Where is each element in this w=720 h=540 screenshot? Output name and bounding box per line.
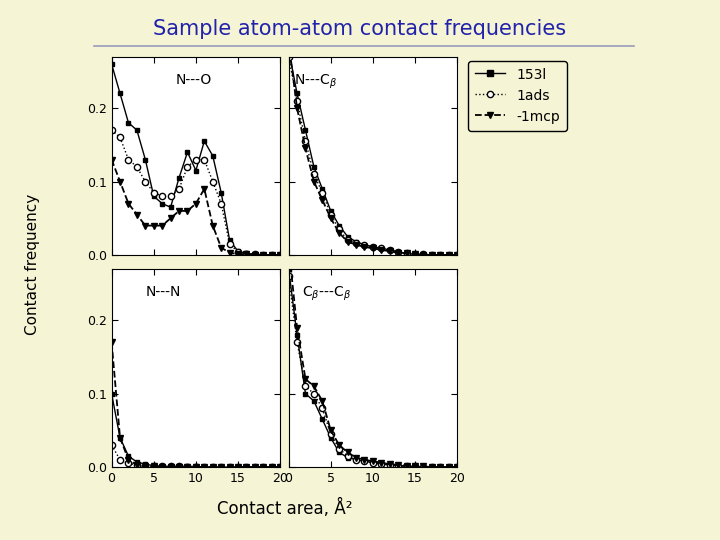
Text: C$_\beta$---C$_\beta$: C$_\beta$---C$_\beta$ (302, 285, 351, 303)
Text: Sample atom-atom contact frequencies: Sample atom-atom contact frequencies (153, 19, 567, 39)
Text: Contact area, Å²: Contact area, Å² (217, 500, 352, 518)
Text: N---C$_\beta$: N---C$_\beta$ (294, 72, 337, 91)
Legend: 153l, 1ads, -1mcp: 153l, 1ads, -1mcp (468, 61, 567, 131)
Text: Contact frequency: Contact frequency (25, 194, 40, 335)
Text: N---O: N---O (176, 72, 212, 86)
Text: N---N: N---N (145, 285, 181, 299)
